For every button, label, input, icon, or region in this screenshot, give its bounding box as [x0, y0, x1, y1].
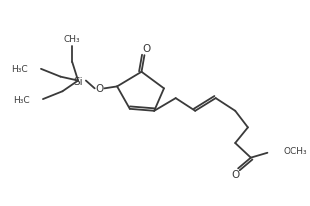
Text: OCH₃: OCH₃: [283, 147, 307, 156]
Text: Si: Si: [73, 76, 83, 86]
Text: O: O: [231, 169, 239, 179]
Text: O: O: [95, 84, 104, 94]
Text: H₃C: H₃C: [13, 95, 29, 104]
Text: CH₃: CH₃: [64, 35, 81, 44]
Text: H₃C: H₃C: [11, 65, 27, 74]
Text: O: O: [142, 44, 151, 54]
